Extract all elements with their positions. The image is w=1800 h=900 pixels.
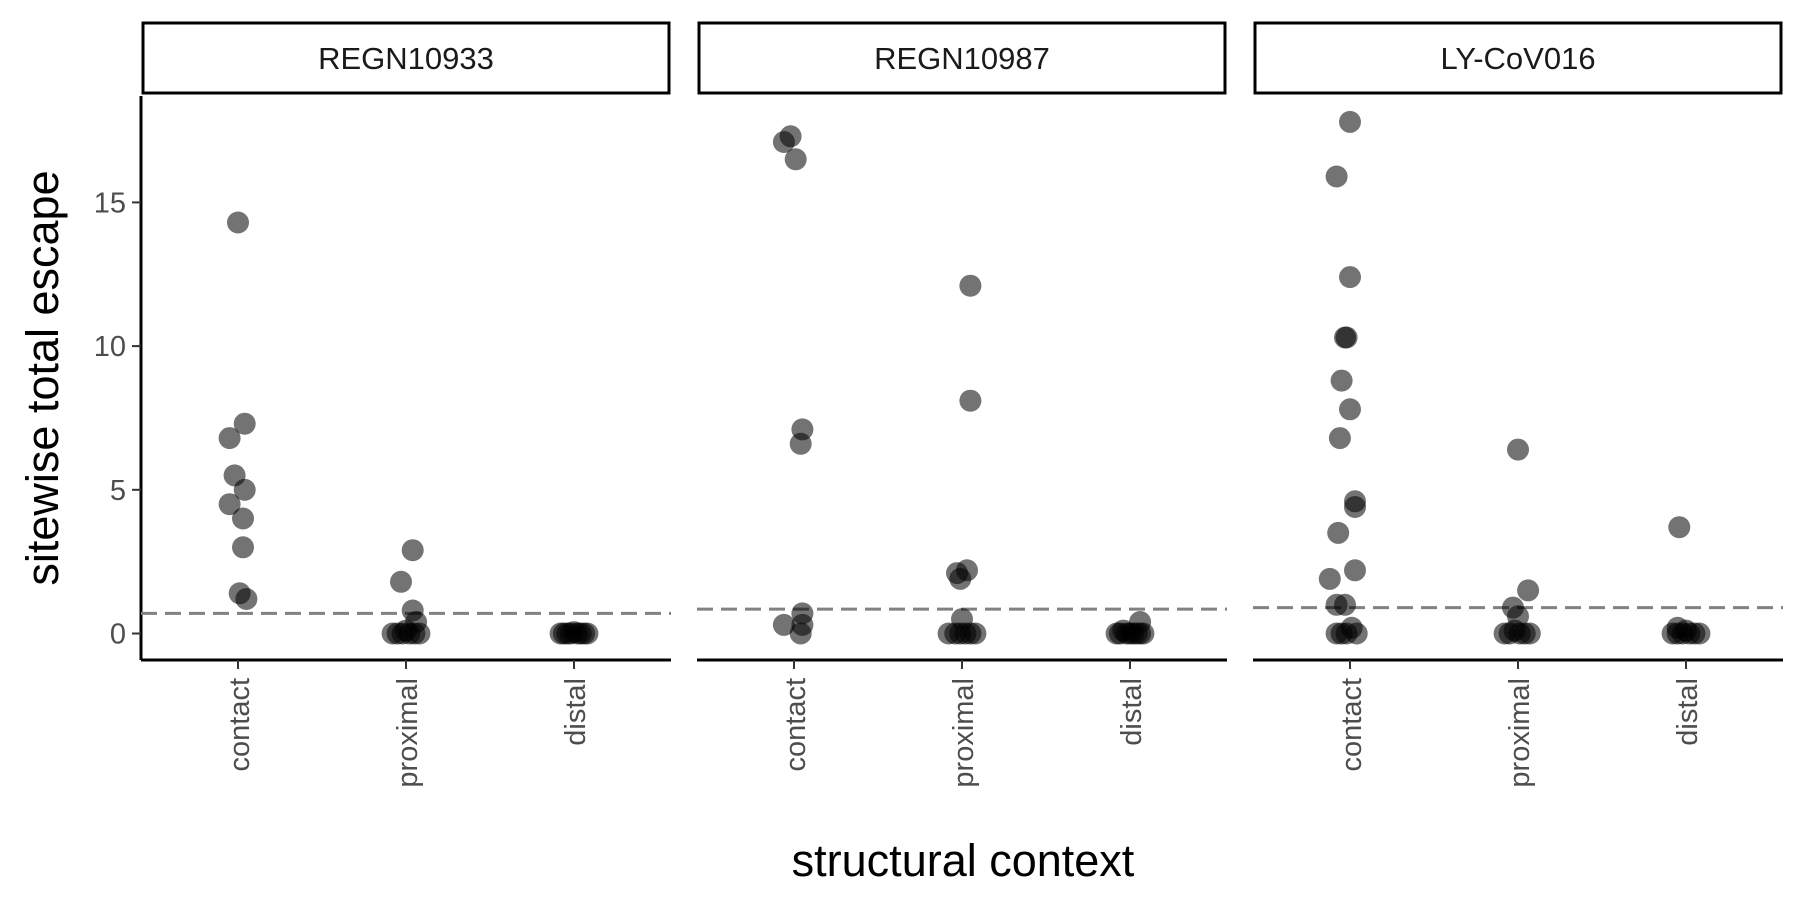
data-point: [1335, 326, 1358, 349]
y-axis-title: sitewise total escape: [17, 170, 68, 585]
data-point: [1328, 427, 1351, 450]
facet-panel-regn10987: REGN10987 contact proximal distal: [697, 21, 1227, 788]
data-point: [235, 588, 258, 610]
data-point: [1345, 622, 1368, 645]
data-point: [789, 432, 812, 455]
panels-layer: REGN10933 contact proximal distal REGN10987 c…: [139, 21, 1783, 788]
data-point: [233, 478, 256, 501]
data-point: [232, 536, 254, 559]
facet-panel-ly-cov016: LY-CoV016 contact proximal distal: [1253, 21, 1783, 788]
data-point: [1518, 622, 1541, 645]
data-point: [401, 539, 424, 562]
data-point: [772, 131, 795, 153]
x-tick-label-contact: contact: [780, 678, 812, 772]
data-point: [1344, 559, 1366, 582]
data-point: [1507, 438, 1529, 461]
y-tick-label: 15: [94, 187, 126, 219]
data-point: [232, 507, 254, 530]
x-tick-label-distal: distal: [560, 678, 592, 746]
data-point: [1668, 516, 1691, 539]
data-point: [784, 148, 807, 171]
data-point: [1327, 521, 1350, 544]
facet-strip-label: LY-CoV016: [1440, 41, 1595, 76]
data-point: [218, 493, 241, 516]
data-point: [1330, 369, 1353, 392]
data-point: [949, 567, 972, 590]
data-point: [1334, 593, 1356, 616]
data-point: [1517, 579, 1540, 602]
data-point: [218, 427, 241, 450]
data-point: [227, 211, 249, 234]
data-point: [1344, 496, 1366, 518]
data-point: [576, 622, 599, 645]
facet-strip: [697, 21, 1227, 95]
data-point: [1318, 567, 1341, 590]
data-point: [959, 274, 982, 297]
data-point: [1688, 622, 1711, 645]
x-tick-label-contact: contact: [224, 678, 256, 772]
data-point: [1132, 622, 1155, 645]
data-point: [1339, 110, 1361, 133]
data-point: [233, 412, 256, 435]
x-tick-label-contact: contact: [1336, 678, 1368, 772]
x-tick-label-distal: distal: [1116, 678, 1148, 746]
data-point: [1339, 266, 1361, 289]
facet-strip-label: REGN10933: [318, 41, 494, 76]
x-tick-label-distal: distal: [1672, 678, 1704, 746]
y-tick-label: 0: [110, 619, 126, 651]
data-point: [390, 570, 412, 593]
x-tick-label-proximal: proximal: [1504, 678, 1536, 788]
x-axis-title: structural context: [792, 835, 1135, 886]
x-tick-label-proximal: proximal: [948, 678, 980, 788]
y-tick-label: 5: [110, 475, 126, 507]
facet-panel-regn10933: REGN10933 contact proximal distal: [139, 21, 671, 788]
x-tick-label-proximal: proximal: [392, 678, 424, 788]
data-point: [964, 622, 987, 645]
data-point: [408, 622, 431, 645]
data-point: [1339, 398, 1361, 421]
facet-strip-label: REGN10987: [874, 41, 1050, 76]
data-point: [1325, 165, 1348, 188]
data-point: [789, 622, 812, 645]
y-tick-label: 10: [94, 331, 126, 363]
facet-strip: [1253, 21, 1783, 95]
y-axis: 0 5 10 15: [94, 187, 141, 651]
data-point: [959, 389, 982, 412]
facet-strip: [141, 21, 671, 95]
data-point: [772, 613, 795, 636]
